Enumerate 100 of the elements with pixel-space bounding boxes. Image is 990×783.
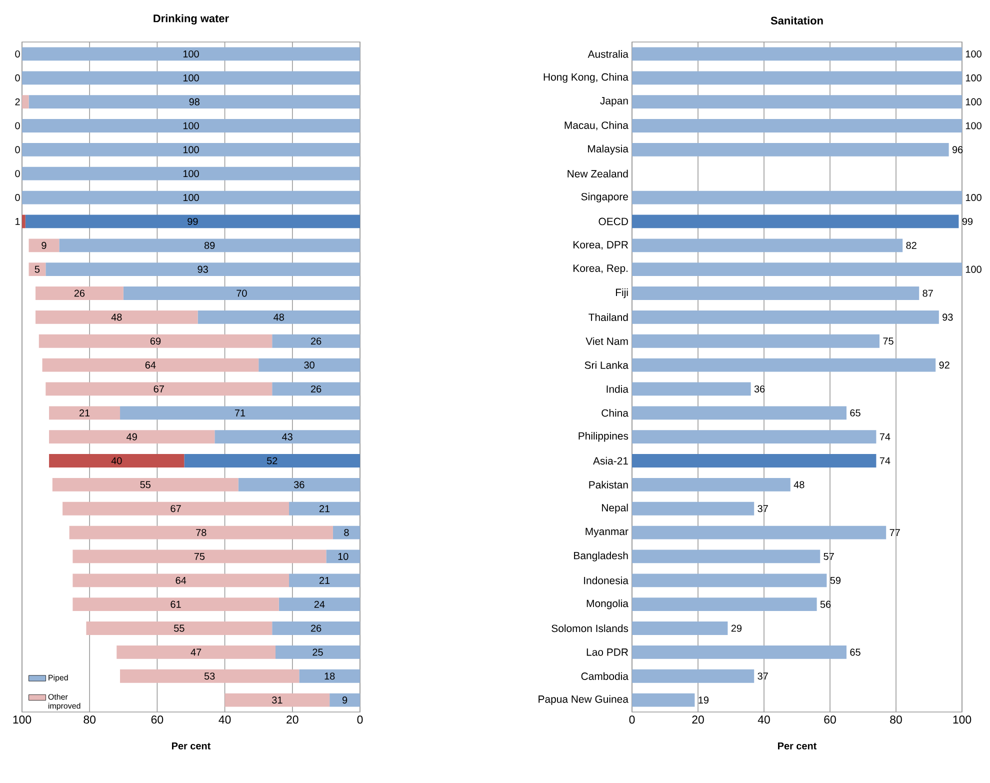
y-tick-label: Macau, China [564,121,628,130]
bar [632,693,695,707]
y-tick-label: Myanmar [586,528,628,538]
bar [22,95,29,109]
bar [632,550,820,564]
data-label: 40 [111,457,122,464]
data-label: 30 [304,362,314,369]
data-label: 26 [311,624,322,632]
bar [184,454,360,468]
data-label: 21 [319,505,330,512]
data-label: 75 [883,338,894,345]
y-tick-label: Nepal [602,504,628,514]
data-label: 77 [890,529,900,536]
data-label: 9 [342,696,348,704]
bar [289,502,360,516]
data-label: 82 [906,242,916,249]
data-label: 78 [196,529,206,536]
data-label: 53 [204,672,215,680]
data-label: 0 [15,50,20,58]
y-tick-label: New Zealand [568,170,628,178]
bar [632,478,790,492]
data-label: 18 [324,672,335,680]
bar [632,47,962,61]
data-label: 93 [942,314,953,321]
y-tick-label: China [602,409,628,417]
bar [632,190,962,204]
x-tick-label: 80 [84,716,96,724]
bar [632,502,754,516]
y-tick-label: Bangladesh [574,552,628,562]
data-label: 64 [145,362,156,369]
x-tick-label: 60 [824,716,836,724]
bar [22,190,360,204]
bar [22,142,360,156]
data-label: 100 [966,74,982,82]
bar [632,406,847,420]
bar [224,693,330,707]
bar [36,286,124,300]
y-tick-label: OECD [598,218,628,226]
x-tick-label: 40 [758,716,770,724]
bar [86,622,272,635]
data-label: 87 [922,290,933,297]
y-tick-label: Pakistan [589,480,628,489]
bar [272,334,360,348]
bar [326,550,360,564]
data-label: 26 [311,338,322,345]
data-label: 67 [170,505,181,512]
bar [116,645,276,659]
x-tick-label: 100 [13,716,32,724]
data-label: 100 [183,194,199,202]
data-label: 92 [939,362,950,369]
data-label: 0 [15,170,20,178]
y-tick-label: Japan [600,97,628,107]
data-label: 100 [966,98,982,106]
y-tick-label: Singapore [581,192,628,202]
bar [632,382,751,396]
data-label: 65 [850,409,860,416]
bar [123,286,360,300]
data-label: 0 [15,146,20,154]
y-tick-label: Fiji [616,288,628,298]
y-tick-label: Cambodia [581,672,628,680]
bar [36,310,198,324]
data-label: 64 [176,576,186,584]
y-tick-label: India [606,385,628,393]
data-label: 0 [15,74,20,82]
bar [52,478,238,492]
data-label: 10 [338,552,348,560]
data-label: 99 [188,218,198,225]
bar [214,430,360,444]
x-tick-label: 0 [357,716,363,724]
data-label: 26 [74,290,85,297]
data-label: 1 [16,218,20,225]
bar [22,119,360,132]
bar [120,669,300,683]
data-label: 55 [174,624,184,632]
bar [632,119,962,132]
bar [42,358,259,372]
data-label: 25 [312,648,323,656]
bar [46,262,360,276]
y-tick-label: Solomon Islands [552,624,628,632]
data-label: 89 [204,242,215,249]
data-label: 70 [236,290,247,297]
x-tick-label: 80 [890,716,902,724]
data-label: 48 [794,481,804,488]
data-label: 55 [140,481,150,488]
bar [632,526,886,540]
x-tick-label: 0 [629,716,635,724]
bar [632,214,959,228]
data-label: 36 [294,481,304,488]
data-label: 100 [183,170,199,178]
data-label: 37 [758,672,768,680]
data-label: 74 [880,433,890,440]
bar [632,669,754,683]
bar [272,622,360,635]
data-label: 100 [966,122,982,130]
bar [49,454,184,468]
data-label: 56 [820,600,831,608]
bar [632,142,949,156]
bar [632,286,920,300]
data-label: 67 [154,385,164,392]
x-tick-label: 100 [953,716,972,724]
